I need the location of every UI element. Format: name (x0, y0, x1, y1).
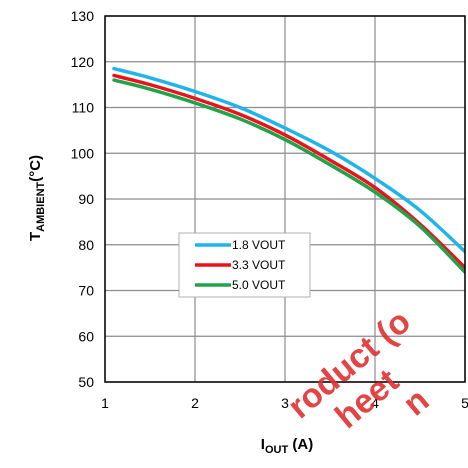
y-tick-labels: 50 60 70 80 90 100 110 120 130 (71, 8, 95, 390)
y-tick-label: 120 (71, 54, 95, 70)
y-tick-label: 60 (78, 328, 94, 344)
y-tick-label: 110 (72, 100, 95, 116)
series-line (112, 73, 465, 270)
legend-label: 3.3 VOUT (232, 258, 286, 272)
y-tick-label: 50 (78, 374, 94, 390)
x-tick-label: 3 (281, 395, 289, 411)
legend-label: 5.0 VOUT (232, 278, 286, 292)
y-tick-label: 90 (78, 191, 94, 207)
x-axis-title-sub: OUT (265, 444, 289, 456)
x-tick-label: 4 (371, 395, 379, 411)
x-tick-label: 5 (461, 395, 468, 411)
y-axis-title-main: T (27, 232, 44, 241)
x-tick-label: 2 (191, 395, 199, 411)
y-axis-title-unit: (°C) (27, 155, 44, 182)
x-tick-label: 1 (101, 395, 109, 411)
series-line (112, 78, 465, 274)
series-line (112, 66, 465, 254)
y-tick-label: 70 (78, 283, 94, 299)
y-tick-label: 130 (71, 8, 95, 24)
plot-frame (104, 15, 466, 383)
y-axis-title-sub: AMBIENT (35, 181, 47, 231)
series-lines (112, 66, 465, 274)
x-tick-labels: 1 2 3 4 5 (101, 395, 468, 411)
x-axis-title-unit: (A) (288, 436, 313, 453)
y-tick-label: 100 (71, 145, 95, 161)
y-axis-title: TAMBIENT(°C) (27, 155, 47, 241)
x-axis-title-main: I (261, 436, 265, 453)
y-tick-label: 80 (78, 237, 94, 253)
legend: 1.8 VOUT 3.3 VOUT 5.0 VOUT (178, 232, 311, 298)
x-axis-title: IOUT (A) (261, 436, 313, 456)
legend-label: 1.8 VOUT (232, 238, 286, 252)
